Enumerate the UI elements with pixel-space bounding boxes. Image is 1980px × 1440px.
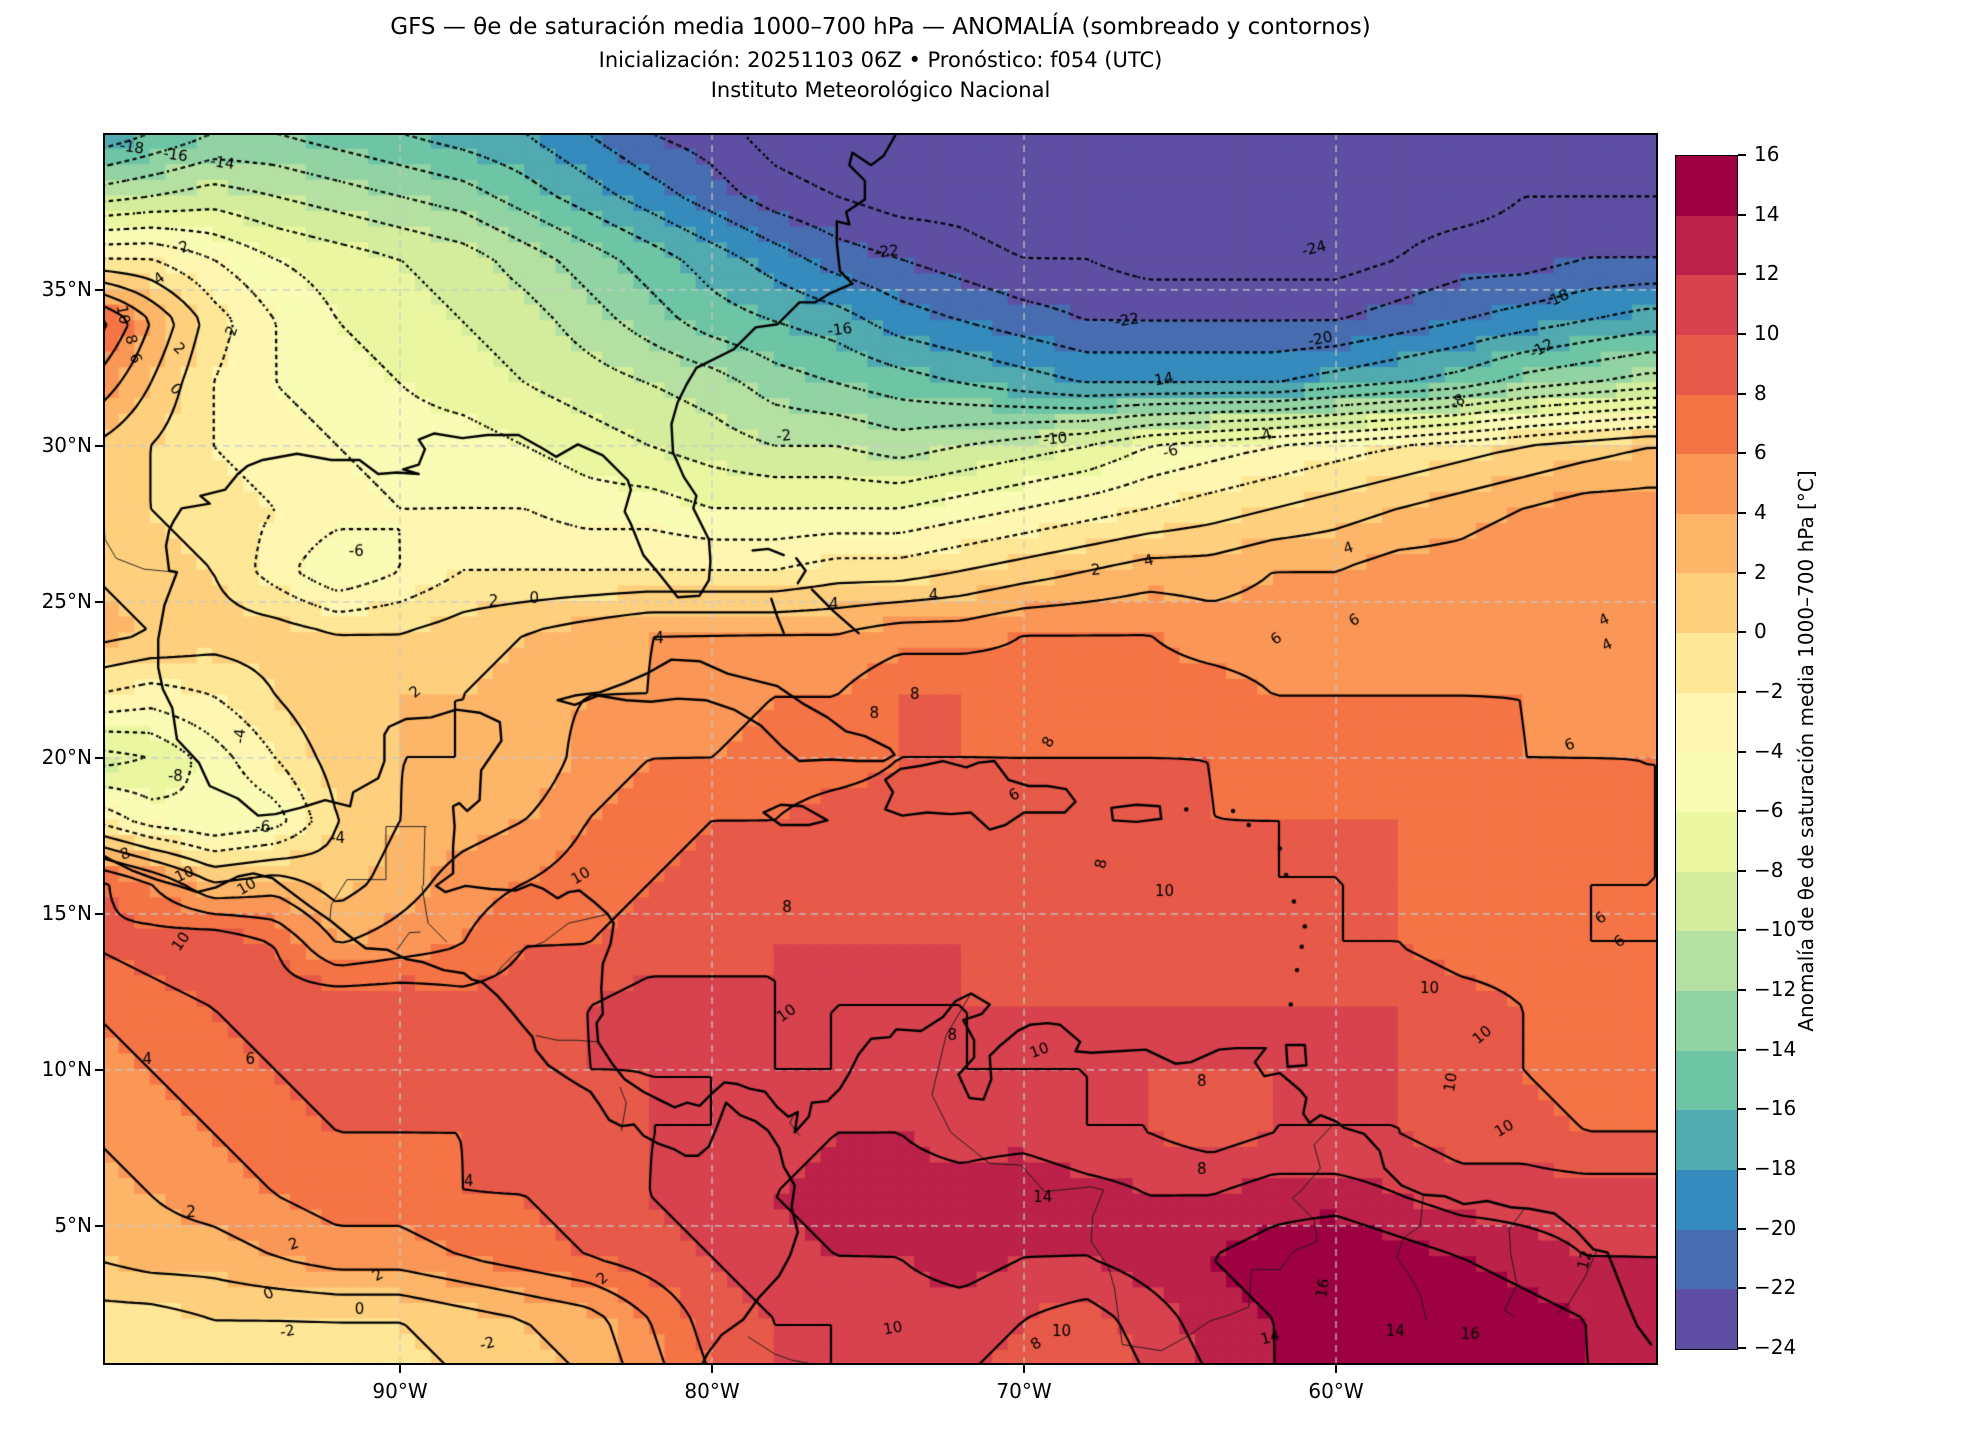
colorbar-tick-label: 14 [1754,201,1780,226]
colorbar-tick-mark [1738,810,1746,813]
colorbar-label: Anomalía de θe de saturación media 1000–… [1794,470,1818,1032]
colorbar-segment [1676,513,1737,574]
x-tick-label: 80°W [684,1379,740,1403]
colorbar-segment [1676,871,1737,932]
colorbar-segment [1676,275,1737,335]
colorbar-tick-mark [1738,690,1746,693]
y-tick-mark [95,288,103,291]
map-canvas [103,133,1658,1365]
colorbar-tick-mark [1738,1168,1746,1171]
colorbar-tick-label: −20 [1754,1215,1797,1240]
x-tick-mark [1023,1365,1026,1373]
y-tick-mark [95,1224,103,1227]
colorbar-tick-mark [1738,154,1746,156]
colorbar-tick-label: 0 [1754,619,1767,644]
y-tick-label: 35°N [41,276,92,301]
colorbar-segment [1676,1110,1737,1170]
chart-subtitle: Inicialización: 20251103 06Z • Pronóstic… [598,48,1163,72]
colorbar-tick-mark [1738,571,1746,574]
colorbar-tick-mark [1738,750,1746,753]
colorbar-segment [1676,573,1737,634]
colorbar-tick-mark [1738,1287,1746,1290]
x-tick-mark [1335,1365,1338,1373]
colorbar-tick-mark [1738,631,1746,634]
y-tick-mark [95,912,103,915]
colorbar-tick-label: −2 [1754,678,1784,703]
colorbar-segment [1676,1229,1737,1290]
colorbar-tick-label: 2 [1754,559,1767,584]
colorbar-tick-label: −10 [1754,917,1797,942]
x-tick-mark [399,1365,402,1373]
x-tick-mark [711,1365,714,1373]
y-tick-label: 30°N [41,432,92,457]
colorbar-segment [1676,633,1737,693]
colorbar-segment [1676,931,1737,991]
colorbar-tick-mark [1738,213,1746,216]
colorbar-tick-label: 12 [1754,261,1780,286]
colorbar-tick-label: −18 [1754,1156,1797,1181]
colorbar-tick-label: −4 [1754,738,1784,763]
y-tick-mark [95,756,103,759]
colorbar-segment [1676,812,1737,872]
colorbar-segment [1676,215,1737,276]
colorbar-segment [1676,1169,1737,1230]
colorbar-tick-mark [1738,989,1746,992]
colorbar-tick-mark [1738,273,1746,276]
colorbar-segment [1676,1050,1737,1111]
y-tick-mark [95,1068,103,1071]
colorbar-segment [1676,156,1737,216]
x-tick-label: 90°W [372,1379,428,1403]
y-tick-label: 25°N [41,588,92,613]
colorbar-tick-label: −16 [1754,1096,1797,1121]
chart-title: GFS — θe de saturación media 1000–700 hP… [390,14,1371,40]
x-tick-label: 60°W [1308,1379,1364,1403]
colorbar-segment [1676,752,1737,813]
colorbar-tick-label: −14 [1754,1036,1797,1061]
colorbar-tick-mark [1738,452,1746,455]
colorbar-tick-mark [1738,1108,1746,1111]
colorbar-tick-mark [1738,392,1746,395]
colorbar-tick-mark [1738,869,1746,872]
colorbar-tick-label: −12 [1754,977,1797,1002]
colorbar-tick-mark [1738,1048,1746,1051]
colorbar-tick-label: 6 [1754,440,1767,465]
colorbar-segment [1676,1289,1737,1349]
colorbar-segment [1676,454,1737,514]
y-tick-label: 10°N [41,1056,92,1081]
colorbar-tick-mark [1738,929,1746,932]
colorbar-tick-label: −6 [1754,798,1784,823]
colorbar-tick-mark [1738,1347,1746,1349]
colorbar-tick-mark [1738,1227,1746,1230]
colorbar-tick-label: 10 [1754,320,1780,345]
colorbar-tick-label: 16 [1754,142,1780,166]
colorbar [1675,155,1738,1350]
colorbar-tick-mark [1738,332,1746,335]
chart-credit: Instituto Meteorológico Nacional [710,78,1051,102]
colorbar-tick-mark [1738,511,1746,514]
colorbar-tick-label: 4 [1754,499,1767,524]
colorbar-tick-label: −8 [1754,857,1784,882]
colorbar-segment [1676,334,1737,395]
colorbar-tick-label: −22 [1754,1275,1797,1300]
colorbar-tick-label: −24 [1754,1335,1797,1359]
colorbar-segment [1676,990,1737,1051]
y-tick-label: 20°N [41,744,92,769]
x-tick-label: 70°W [996,1379,1052,1403]
y-tick-mark [95,600,103,603]
y-tick-mark [95,444,103,447]
colorbar-segment [1676,394,1737,455]
colorbar-tick-label: 8 [1754,380,1767,405]
colorbar-segment [1676,692,1737,753]
y-tick-label: 5°N [54,1212,92,1237]
y-tick-label: 15°N [41,900,92,925]
